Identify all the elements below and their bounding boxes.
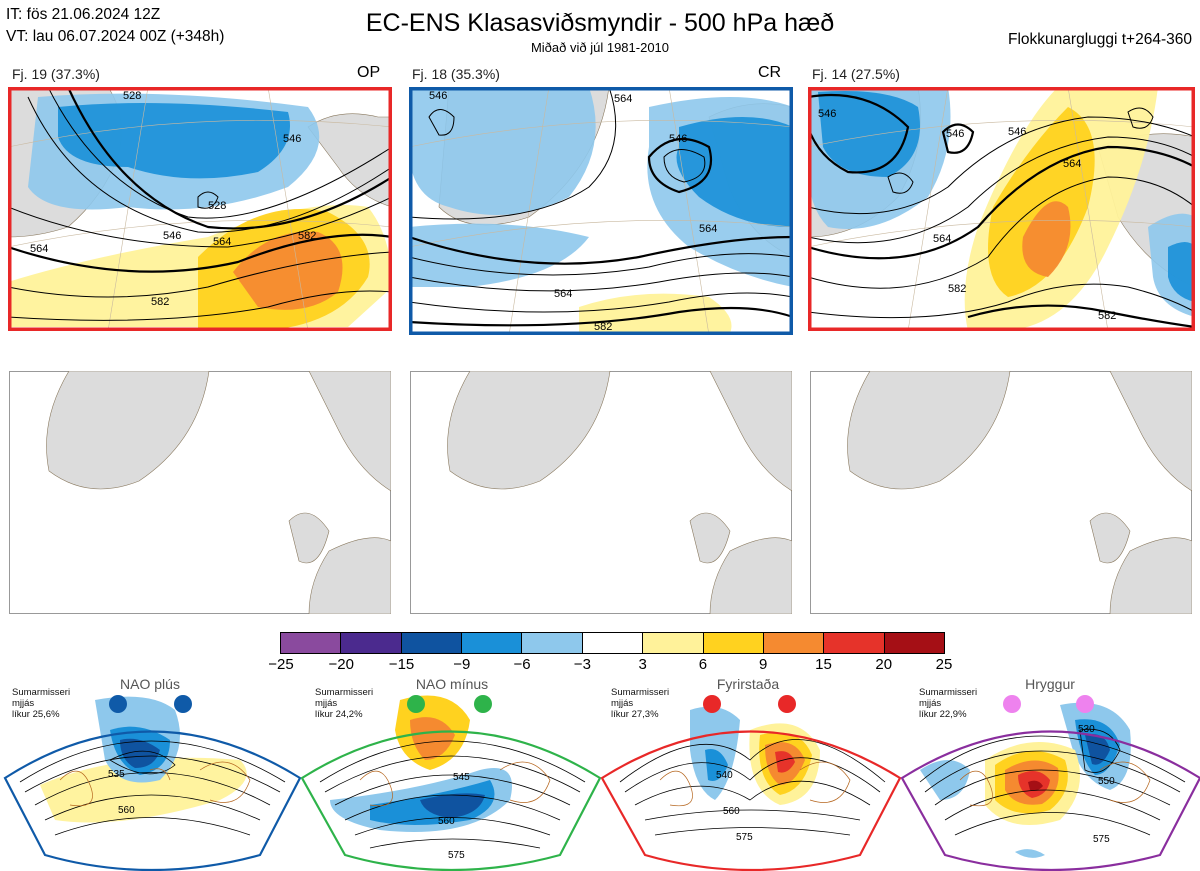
colorbar-bin	[401, 633, 463, 653]
empty-map-2	[410, 371, 792, 614]
cluster-map-1: 528 546 546 528 564 582 564 582	[8, 87, 392, 331]
colorbar-tick-label: −25	[268, 656, 294, 673]
colorbar-bin	[522, 633, 583, 653]
contour-label: 528	[123, 90, 141, 102]
regime-1-info: Sumarmisseri mjjás líkur 25,6%	[12, 687, 71, 720]
contour-label: 560	[438, 816, 455, 827]
contour-label: 530	[1078, 724, 1095, 735]
contour-label: 550	[1098, 776, 1115, 787]
colorbar-tick-label: −15	[388, 656, 415, 673]
contour-label: 564	[699, 223, 717, 235]
contour-label: 535	[108, 769, 125, 780]
colorbar-tick-label: −6	[513, 656, 531, 673]
contour-label: 528	[208, 200, 226, 212]
colorbar	[280, 632, 945, 654]
colorbar-bin	[281, 633, 342, 653]
contour-label: 546	[818, 108, 836, 120]
regime-3-info: Sumarmisseri mjjás líkur 27,3%	[611, 687, 670, 720]
regime-map-nao-minus: 545 560 575	[300, 695, 602, 871]
colorbar-tick-label: 20	[875, 656, 893, 673]
colorbar-tick-label: −3	[573, 656, 591, 673]
empty-map-1	[9, 371, 391, 614]
regime-4-info: Sumarmisseri mjjás líkur 22,9%	[919, 687, 978, 720]
regime-1-title: NAO plús	[120, 676, 180, 692]
contour-label: 575	[736, 832, 753, 843]
colorbar-bin	[643, 633, 704, 653]
regime-4-title: Hryggur	[1025, 676, 1075, 692]
colorbar-bin	[582, 633, 644, 653]
contour-label: 564	[1063, 158, 1081, 170]
regime-map-ridge: 530 550 575	[900, 695, 1200, 871]
contour-label: 582	[298, 230, 316, 242]
cluster-map-2: 546 564 546 564 564 582	[409, 87, 793, 335]
header-info: IT: fös 21.06.2024 12Z VT: lau 06.07.202…	[6, 4, 224, 48]
regime-maps: 535 560 545 560 575	[3, 695, 1200, 871]
contour-label: 540	[716, 770, 733, 781]
contour-label: 582	[1098, 310, 1116, 322]
panel-1-tag: OP	[357, 64, 381, 81]
panel-1-label: Fj. 19 (37.3%)	[12, 66, 100, 82]
colorbar-tick-label: −20	[328, 656, 354, 673]
contour-label: 564	[213, 236, 231, 248]
contour-label: 546	[429, 90, 447, 102]
panel-2-label: Fj. 18 (35.3%)	[412, 66, 500, 82]
regime-2-title: NAO mínus	[415, 676, 489, 692]
contour-label: 564	[614, 93, 632, 105]
regime-2-info: Sumarmisseri mjjás líkur 24,2%	[315, 687, 374, 720]
contour-label: 582	[151, 296, 169, 308]
colorbar-tick-label: 3	[638, 656, 647, 673]
contour-label: 582	[594, 321, 612, 333]
colorbar-bin	[884, 633, 944, 653]
colorbar-bin	[824, 633, 885, 653]
page-subtitle: Miðað við júl 1981-2010	[530, 40, 670, 55]
contour-label: 560	[118, 805, 135, 816]
contour-label: 546	[163, 230, 181, 242]
colorbar-bin	[462, 633, 523, 653]
regime-3-title: Fyrirstaða	[716, 676, 780, 692]
contour-label: 564	[933, 233, 951, 245]
contour-label: 546	[669, 133, 687, 145]
panel-3-label: Fj. 14 (27.5%)	[812, 66, 900, 82]
regime-map-nao-plus: 535 560	[3, 695, 302, 871]
contour-label: 545	[453, 772, 470, 783]
colorbar-tick-label: 6	[698, 656, 708, 673]
colorbar-bin	[341, 633, 402, 653]
contour-label: 575	[1093, 834, 1110, 845]
colorbar-tick-label: 25	[935, 656, 953, 673]
classification-window: Flokkunargluggi t+264-360	[1008, 31, 1192, 48]
colorbar-tick-label: 9	[759, 656, 768, 673]
init-time: IT: fös 21.06.2024 12Z	[6, 6, 161, 23]
cluster-map-3: 546 546 546 564 564 582 582	[808, 87, 1195, 331]
contour-label: 560	[723, 806, 740, 817]
colorbar-tick-label: 15	[815, 656, 832, 673]
colorbar-tick-label: −9	[453, 656, 471, 673]
valid-time: VT: lau 06.07.2024 00Z (+348h)	[6, 28, 225, 45]
contour-label: 575	[448, 850, 465, 861]
contour-label: 546	[1008, 126, 1026, 138]
colorbar-bin	[763, 633, 825, 653]
regime-map-blocking: 540 560 575	[600, 695, 902, 871]
colorbar-bin	[703, 633, 764, 653]
contour-label: 546	[946, 128, 964, 140]
page-title: EC-ENS Klasasviðsmyndir - 500 hPa hæð	[365, 9, 835, 37]
empty-map-3	[810, 371, 1192, 614]
panel-2-tag: CR	[758, 64, 782, 81]
contour-label: 564	[554, 288, 572, 300]
contour-label: 546	[283, 133, 301, 145]
contour-label: 564	[30, 243, 48, 255]
contour-label: 582	[948, 283, 966, 295]
